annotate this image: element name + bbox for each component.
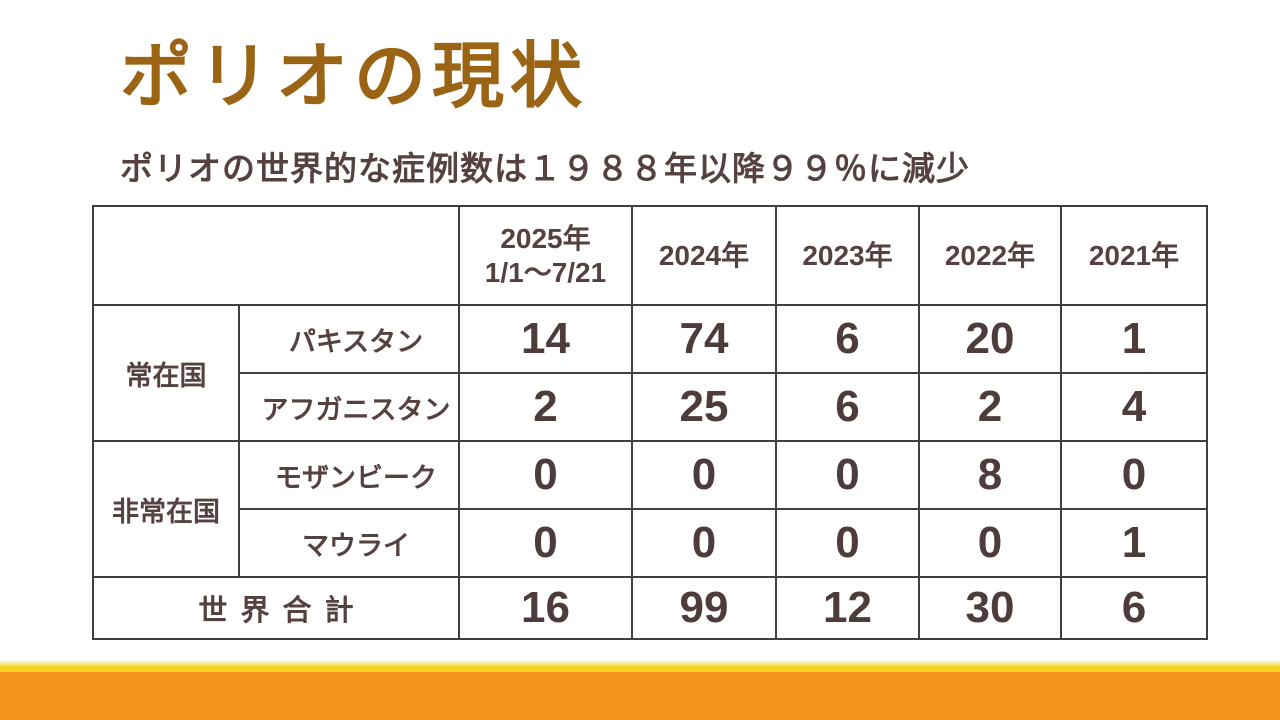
group-non-endemic-label: 非常在国 xyxy=(92,440,240,578)
year-header-2023: 2023年 xyxy=(775,205,920,306)
bottom-accent-orange-bar xyxy=(0,672,1280,720)
value-cell: 2 xyxy=(918,372,1062,442)
year-header-2025: 2025年 1/1～7/21 xyxy=(458,205,633,306)
value-cell: 6 xyxy=(775,304,920,374)
value-cell: 0 xyxy=(775,440,920,510)
table-row-pakistan: 常在国 パキスタン 14 74 6 20 1 xyxy=(92,304,1208,442)
country-pakistan-label: パキスタン xyxy=(238,304,460,374)
value-cell: 20 xyxy=(918,304,1062,374)
value-cell: 74 xyxy=(631,304,777,374)
total-value-cell: 99 xyxy=(631,576,777,640)
value-cell: 0 xyxy=(458,440,633,510)
value-cell: 1 xyxy=(1060,508,1208,578)
total-value-cell: 16 xyxy=(458,576,633,640)
slide-subtitle: ポリオの世界的な症例数は１９８８年以降９９％に減少 xyxy=(120,150,970,187)
year-header-2021: 2021年 xyxy=(1060,205,1208,306)
value-cell: 25 xyxy=(631,372,777,442)
country-malawi-label: マウライ xyxy=(238,508,460,578)
total-value-cell: 6 xyxy=(1060,576,1208,640)
polio-cases-table: 2025年 1/1～7/21 2024年 2023年 2022年 2021年 常… xyxy=(92,205,1208,640)
value-cell: 6 xyxy=(775,372,920,442)
table-row-malawi: マウライ 0 0 0 0 1 xyxy=(93,508,1208,578)
page-title: ポリオの現状 xyxy=(120,37,589,117)
year-header-2024: 2024年 xyxy=(631,205,777,306)
value-cell: 14 xyxy=(458,304,633,374)
value-cell: 0 xyxy=(775,508,920,578)
value-cell: 4 xyxy=(1060,372,1208,442)
value-cell: 2 xyxy=(458,372,633,442)
world-total-label: 世界合計 xyxy=(92,576,460,640)
bottom-accent-yellow-stripe xyxy=(0,661,1280,672)
total-value-cell: 12 xyxy=(775,576,920,640)
table-header-row: 2025年 1/1～7/21 2024年 2023年 2022年 2021年 xyxy=(92,205,1208,306)
table-row-world-total: 世界合計 16 99 12 30 6 xyxy=(92,576,1208,640)
table-row-afghanistan: アフガニスタン 2 25 6 2 4 xyxy=(93,372,1208,442)
value-cell: 8 xyxy=(918,440,1062,510)
total-value-cell: 30 xyxy=(918,576,1062,640)
country-afghanistan-label: アフガニスタン xyxy=(238,372,460,442)
value-cell: 1 xyxy=(1060,304,1208,374)
value-cell: 0 xyxy=(918,508,1062,578)
corner-cell xyxy=(92,205,460,306)
value-cell: 0 xyxy=(1060,440,1208,510)
country-mozambique-label: モザンビーク xyxy=(238,440,460,510)
value-cell: 0 xyxy=(458,508,633,578)
group-endemic-label: 常在国 xyxy=(92,304,240,442)
table-row-mozambique: 非常在国 モザンビーク 0 0 0 8 0 xyxy=(92,440,1208,578)
value-cell: 0 xyxy=(631,508,777,578)
year-header-2022: 2022年 xyxy=(918,205,1062,306)
value-cell: 0 xyxy=(631,440,777,510)
